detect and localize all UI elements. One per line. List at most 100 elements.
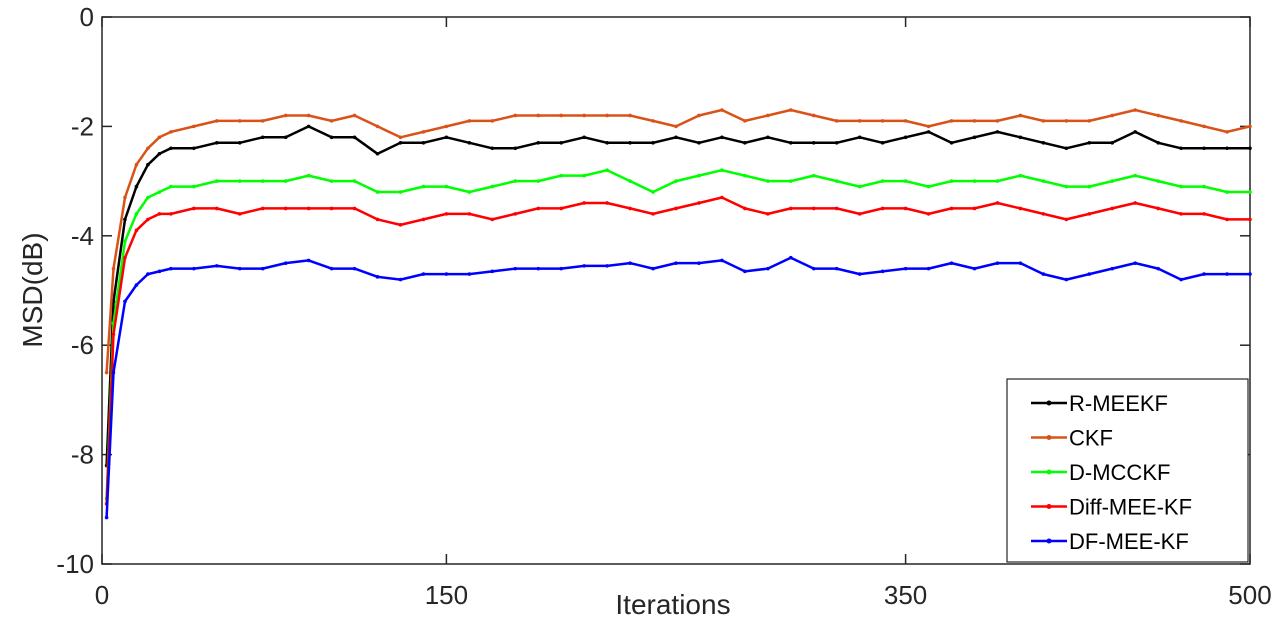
data-point <box>169 266 173 271</box>
data-point <box>306 173 311 178</box>
series-line-df-mee-kf <box>105 256 1250 518</box>
data-point <box>1179 212 1183 216</box>
data-point <box>157 151 162 156</box>
data-point <box>490 146 495 151</box>
legend-marker <box>1046 435 1052 440</box>
data-point <box>651 212 655 216</box>
data-point <box>582 201 586 205</box>
data-point <box>329 179 334 183</box>
data-point <box>444 135 449 140</box>
data-point <box>237 141 242 145</box>
data-point <box>536 141 541 145</box>
y-tick-label: -10 <box>56 549 94 579</box>
data-point <box>513 266 518 271</box>
data-point <box>157 135 162 140</box>
data-point <box>375 217 380 222</box>
data-point <box>789 179 793 183</box>
data-point <box>720 168 724 172</box>
data-point <box>398 277 403 282</box>
legend-marker <box>1046 400 1052 406</box>
data-point <box>766 212 770 216</box>
data-point <box>582 135 586 140</box>
data-point <box>972 266 977 271</box>
data-point <box>720 108 724 112</box>
data-point <box>880 119 885 123</box>
data-point <box>1064 277 1069 282</box>
x-tick-label: 350 <box>884 580 927 610</box>
data-point <box>329 266 334 271</box>
data-point <box>1041 141 1046 145</box>
data-point <box>421 272 426 276</box>
data-point <box>1133 130 1137 134</box>
data-point <box>697 141 701 145</box>
data-point <box>1225 146 1229 151</box>
data-point <box>743 269 747 274</box>
data-point <box>811 266 816 271</box>
legend-label: DF-MEE-KF <box>1069 529 1189 554</box>
data-point <box>811 173 816 178</box>
data-point <box>674 179 678 183</box>
data-point <box>789 108 793 112</box>
data-point <box>1018 206 1023 211</box>
data-point <box>146 217 150 222</box>
data-point <box>260 135 265 140</box>
data-point <box>375 151 380 156</box>
data-point <box>104 515 109 520</box>
data-point <box>157 190 162 194</box>
data-point <box>880 179 885 183</box>
data-point <box>104 370 109 375</box>
data-point <box>467 272 472 276</box>
data-point <box>995 201 1000 205</box>
data-point <box>995 179 1000 183</box>
data-point <box>134 212 139 216</box>
data-point <box>467 141 472 145</box>
data-point <box>926 130 931 134</box>
series-line-r-meekf <box>105 125 1250 466</box>
data-point <box>559 206 563 211</box>
data-point <box>375 190 380 194</box>
data-point <box>605 141 609 145</box>
data-point <box>169 130 173 134</box>
data-point <box>237 119 242 123</box>
data-point <box>559 173 563 178</box>
data-point <box>1133 261 1137 265</box>
data-point <box>444 272 449 276</box>
data-point <box>903 266 908 271</box>
data-point <box>260 119 265 123</box>
data-point <box>444 124 449 129</box>
series-df-mee-kf <box>104 255 1252 520</box>
data-point <box>1248 146 1252 151</box>
data-point <box>306 124 311 129</box>
data-point <box>421 141 426 145</box>
data-point <box>1087 212 1092 216</box>
data-point <box>192 266 196 271</box>
data-point <box>1041 179 1046 183</box>
data-point <box>1202 146 1206 151</box>
data-point <box>766 135 770 140</box>
data-point <box>674 135 678 140</box>
data-point <box>972 119 977 123</box>
data-point <box>490 269 495 274</box>
data-point <box>1156 179 1160 183</box>
series-ckf <box>104 108 1252 375</box>
data-point <box>329 206 334 211</box>
data-point <box>651 266 655 271</box>
data-point <box>857 272 862 276</box>
data-point <box>237 179 242 183</box>
data-point <box>1225 272 1229 276</box>
legend-marker <box>1046 504 1052 509</box>
data-point <box>697 261 701 265</box>
data-point <box>375 124 380 129</box>
data-point <box>421 184 426 189</box>
data-point <box>260 266 265 271</box>
y-tick-label: -2 <box>71 111 94 141</box>
data-point <box>169 184 173 189</box>
data-point <box>857 212 862 216</box>
legend: R-MEEKF CKF D-MCCKF Diff-MEE-KF DF-MEE-KF <box>1006 378 1249 563</box>
data-point <box>582 113 586 118</box>
data-point <box>111 370 116 375</box>
data-point <box>1133 108 1137 112</box>
data-point <box>926 124 931 129</box>
data-point <box>628 261 632 265</box>
